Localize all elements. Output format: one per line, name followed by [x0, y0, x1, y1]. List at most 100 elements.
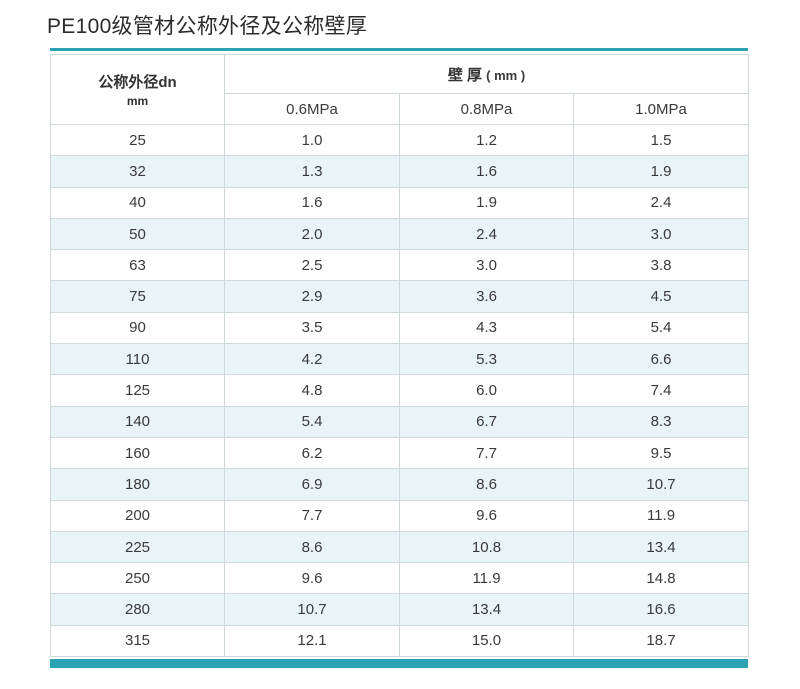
diameter-cell: 180	[50, 468, 225, 501]
wall-thickness-header: 壁 厚	[447, 66, 482, 84]
diameter-cell: 32	[50, 155, 225, 188]
pressure-header-row: 0.6MPa 0.8MPa 1.0MPa	[51, 93, 750, 125]
thickness-cell: 11.9	[399, 562, 574, 595]
thickness-cell: 6.6	[572, 343, 750, 376]
pipe-spec-table: 公称外径dn mm 壁 厚 ( mm ) 0.6MPa 0.8MPa 1.0MPa …	[50, 54, 750, 658]
thickness-cell: 12.1	[224, 624, 400, 658]
thickness-cell: 8.3	[572, 405, 750, 438]
thickness-cell: 5.4	[572, 311, 750, 345]
table-row: 250 9.6 11.9 14.8	[50, 562, 750, 595]
diameter-cell: 280	[50, 593, 225, 626]
page-title: PE100级管材公称外径及公称壁厚	[47, 15, 368, 38]
thickness-cell: 5.4	[224, 405, 400, 438]
thickness-cell: 4.2	[224, 343, 400, 376]
table-row: 225 8.6 10.8 13.4	[50, 530, 750, 564]
table-row: 32 1.3 1.6 1.9	[50, 155, 750, 188]
diameter-cell: 200	[50, 499, 225, 532]
thickness-cell: 1.6	[399, 155, 574, 188]
table-row: 160 6.2 7.7 9.5	[50, 436, 750, 470]
thickness-cell: 10.8	[399, 530, 574, 564]
table-row: 200 7.7 9.6 11.9	[50, 499, 750, 532]
thickness-cell: 11.9	[572, 499, 750, 532]
pressure-header-2: 1.0MPa	[572, 93, 750, 125]
thickness-cell: 4.3	[399, 311, 574, 345]
accent-bar-top	[50, 48, 748, 51]
thickness-cell: 6.7	[399, 405, 574, 438]
thickness-cell: 1.3	[224, 155, 400, 188]
thickness-cell: 9.6	[224, 562, 400, 595]
table-row: 280 10.7 13.4 16.6	[50, 593, 750, 626]
thickness-cell: 3.8	[572, 249, 750, 282]
diameter-header: 公称外径dn	[98, 74, 177, 91]
table-row: 90 3.5 4.3 5.4	[50, 311, 750, 345]
thickness-cell: 7.7	[224, 499, 400, 532]
table-row: 125 4.8 6.0 7.4	[50, 374, 750, 407]
thickness-cell: 9.5	[572, 436, 750, 470]
diameter-cell: 110	[50, 343, 225, 376]
thickness-cell: 10.7	[572, 468, 750, 501]
thickness-cell: 10.7	[224, 593, 400, 626]
diameter-cell: 125	[50, 374, 225, 407]
wall-thickness-header-cell: 壁 厚 ( mm )	[223, 54, 750, 94]
table-body: 25 1.0 1.2 1.5 32 1.3 1.6 1.9 40 1.6 1.9 2.4 50 2.0 2.…	[50, 123, 750, 658]
thickness-cell: 4.5	[572, 280, 750, 313]
thickness-cell: 2.0	[224, 217, 400, 251]
diameter-cell: 25	[50, 123, 225, 157]
thickness-cell: 3.5	[224, 311, 400, 345]
thickness-cell: 13.4	[399, 593, 574, 626]
thickness-cell: 9.6	[399, 499, 574, 532]
thickness-cell: 7.7	[399, 436, 574, 470]
thickness-cell: 6.2	[224, 436, 400, 470]
diameter-cell: 90	[50, 311, 225, 345]
table-row: 75 2.9 3.6 4.5	[50, 280, 750, 313]
table-row: 110 4.2 5.3 6.6	[50, 343, 750, 376]
diameter-cell: 140	[50, 405, 225, 438]
pressure-header-1: 0.8MPa	[399, 93, 574, 125]
thickness-cell: 3.0	[399, 249, 574, 282]
diameter-unit: mm	[126, 94, 149, 108]
diameter-cell: 75	[50, 280, 225, 313]
thickness-cell: 6.0	[399, 374, 574, 407]
thickness-cell: 1.9	[572, 155, 750, 188]
thickness-cell: 1.6	[224, 186, 400, 219]
table-row: 315 12.1 15.0 18.7	[50, 624, 750, 658]
diameter-cell: 250	[50, 562, 225, 595]
table-header-row: 公称外径dn mm 壁 厚 ( mm )	[50, 54, 750, 125]
diameter-cell: 225	[50, 530, 225, 564]
diameter-cell: 315	[50, 624, 225, 658]
diameter-cell: 50	[50, 217, 225, 251]
pressure-header-0: 0.6MPa	[224, 93, 400, 125]
thickness-cell: 16.6	[572, 593, 750, 626]
thickness-cell: 5.3	[399, 343, 574, 376]
diameter-cell: 63	[50, 249, 225, 282]
thickness-cell: 4.8	[224, 374, 400, 407]
thickness-cell: 1.5	[572, 123, 750, 157]
table-row: 40 1.6 1.9 2.4	[50, 186, 750, 219]
accent-bar-bottom	[50, 659, 748, 668]
diameter-cell: 160	[50, 436, 225, 470]
thickness-cell: 7.4	[572, 374, 750, 407]
thickness-cell: 14.8	[572, 562, 750, 595]
thickness-cell: 3.6	[399, 280, 574, 313]
thickness-cell: 2.9	[224, 280, 400, 313]
thickness-cell: 2.4	[399, 217, 574, 251]
table-row: 180 6.9 8.6 10.7	[50, 468, 750, 501]
thickness-cell: 6.9	[224, 468, 400, 501]
thickness-cell: 2.5	[224, 249, 400, 282]
table-row: 63 2.5 3.0 3.8	[50, 249, 750, 282]
diameter-header-cell: 公称外径dn mm	[50, 54, 225, 125]
diameter-cell: 40	[50, 186, 225, 219]
table-row: 25 1.0 1.2 1.5	[50, 123, 750, 157]
table-row: 50 2.0 2.4 3.0	[50, 217, 750, 251]
wall-thickness-unit: ( mm )	[486, 67, 526, 83]
table-row: 140 5.4 6.7 8.3	[50, 405, 750, 438]
thickness-cell: 1.0	[224, 123, 400, 157]
thickness-cell: 8.6	[224, 530, 400, 564]
thickness-cell: 1.2	[399, 123, 574, 157]
thickness-cell: 18.7	[572, 624, 750, 658]
thickness-cell: 13.4	[572, 530, 750, 564]
thickness-cell: 3.0	[572, 217, 750, 251]
thickness-cell: 1.9	[399, 186, 574, 219]
thickness-cell: 15.0	[399, 624, 574, 658]
thickness-cell: 8.6	[399, 468, 574, 501]
